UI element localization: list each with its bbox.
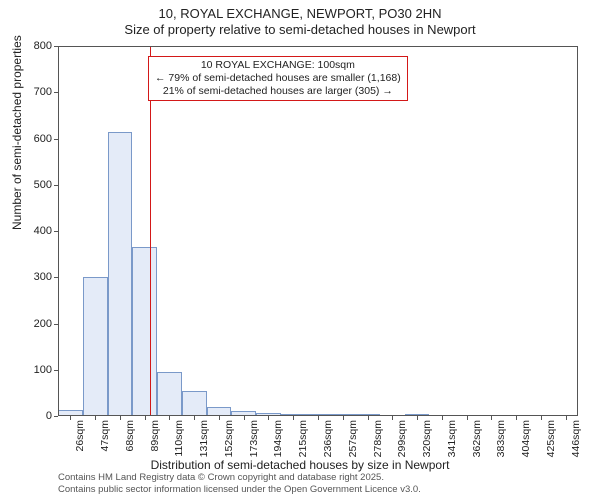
annotation-line3: 21% of semi-detached houses are larger (… [155,85,401,98]
x-tick-label: 131sqm [198,420,210,457]
x-tick-mark [417,416,418,420]
y-tick-label: 0 [16,410,52,422]
x-tick-mark [442,416,443,420]
right-border-line [577,46,578,416]
histogram-bar [108,132,133,416]
x-tick-mark [318,416,319,420]
annotation-box: 10 ROYAL EXCHANGE: 100sqm← 79% of semi-d… [148,56,408,101]
x-tick-mark [95,416,96,420]
y-tick-label: 700 [16,86,52,98]
x-tick-label: 299sqm [396,420,408,457]
x-axis-line [58,415,578,416]
x-tick-label: 47sqm [99,420,111,452]
x-tick-label: 194sqm [272,420,284,457]
x-tick-mark [268,416,269,420]
x-tick-label: 215sqm [297,420,309,457]
x-tick-label: 425sqm [545,420,557,457]
y-tick-mark [54,416,58,417]
x-tick-label: 383sqm [495,420,507,457]
x-tick-mark [244,416,245,420]
x-tick-label: 257sqm [347,420,359,457]
attribution-text: Contains HM Land Registry data © Crown c… [58,472,421,496]
x-tick-label: 26sqm [74,420,86,452]
x-tick-mark [70,416,71,420]
histogram-bar [132,247,157,416]
x-tick-mark [516,416,517,420]
attribution-line1: Contains HM Land Registry data © Crown c… [58,472,421,484]
x-tick-mark [194,416,195,420]
x-tick-label: 278sqm [372,420,384,457]
x-tick-mark [120,416,121,420]
x-tick-mark [541,416,542,420]
chart-plot-area: 010020030040050060070080026sqm47sqm68sqm… [58,46,578,416]
chart-title-line1: 10, ROYAL EXCHANGE, NEWPORT, PO30 2HN [0,6,600,22]
y-tick-label: 100 [16,364,52,376]
x-tick-mark [169,416,170,420]
x-tick-mark [392,416,393,420]
x-tick-mark [219,416,220,420]
x-tick-label: 320sqm [421,420,433,457]
y-axis-line [58,46,59,416]
x-tick-label: 341sqm [446,420,458,457]
top-border-line [58,46,578,47]
chart-title-block: 10, ROYAL EXCHANGE, NEWPORT, PO30 2HN Si… [0,0,600,39]
histogram-bar [182,391,207,416]
x-tick-label: 68sqm [124,420,136,452]
x-tick-mark [343,416,344,420]
x-tick-label: 404sqm [520,420,532,457]
x-tick-label: 110sqm [173,420,185,457]
x-axis-label: Distribution of semi-detached houses by … [0,458,600,472]
x-tick-label: 89sqm [149,420,161,452]
x-tick-mark [491,416,492,420]
y-tick-label: 500 [16,179,52,191]
y-tick-label: 600 [16,133,52,145]
histogram-bar [157,372,182,416]
x-tick-mark [467,416,468,420]
y-tick-label: 200 [16,318,52,330]
annotation-line2: ← 79% of semi-detached houses are smalle… [155,72,401,85]
x-tick-mark [368,416,369,420]
x-tick-label: 173sqm [248,420,260,457]
x-tick-label: 446sqm [570,420,582,457]
reference-line [150,46,152,416]
x-tick-mark [293,416,294,420]
y-tick-label: 400 [16,225,52,237]
y-tick-label: 300 [16,271,52,283]
x-tick-label: 362sqm [471,420,483,457]
x-tick-label: 152sqm [223,420,235,457]
histogram-bar [83,277,108,416]
y-tick-label: 800 [16,40,52,52]
chart-title-line2: Size of property relative to semi-detach… [0,22,600,38]
x-tick-mark [566,416,567,420]
x-tick-label: 236sqm [322,420,334,457]
x-tick-mark [145,416,146,420]
annotation-line1: 10 ROYAL EXCHANGE: 100sqm [155,59,401,72]
attribution-line2: Contains public sector information licen… [58,484,421,496]
